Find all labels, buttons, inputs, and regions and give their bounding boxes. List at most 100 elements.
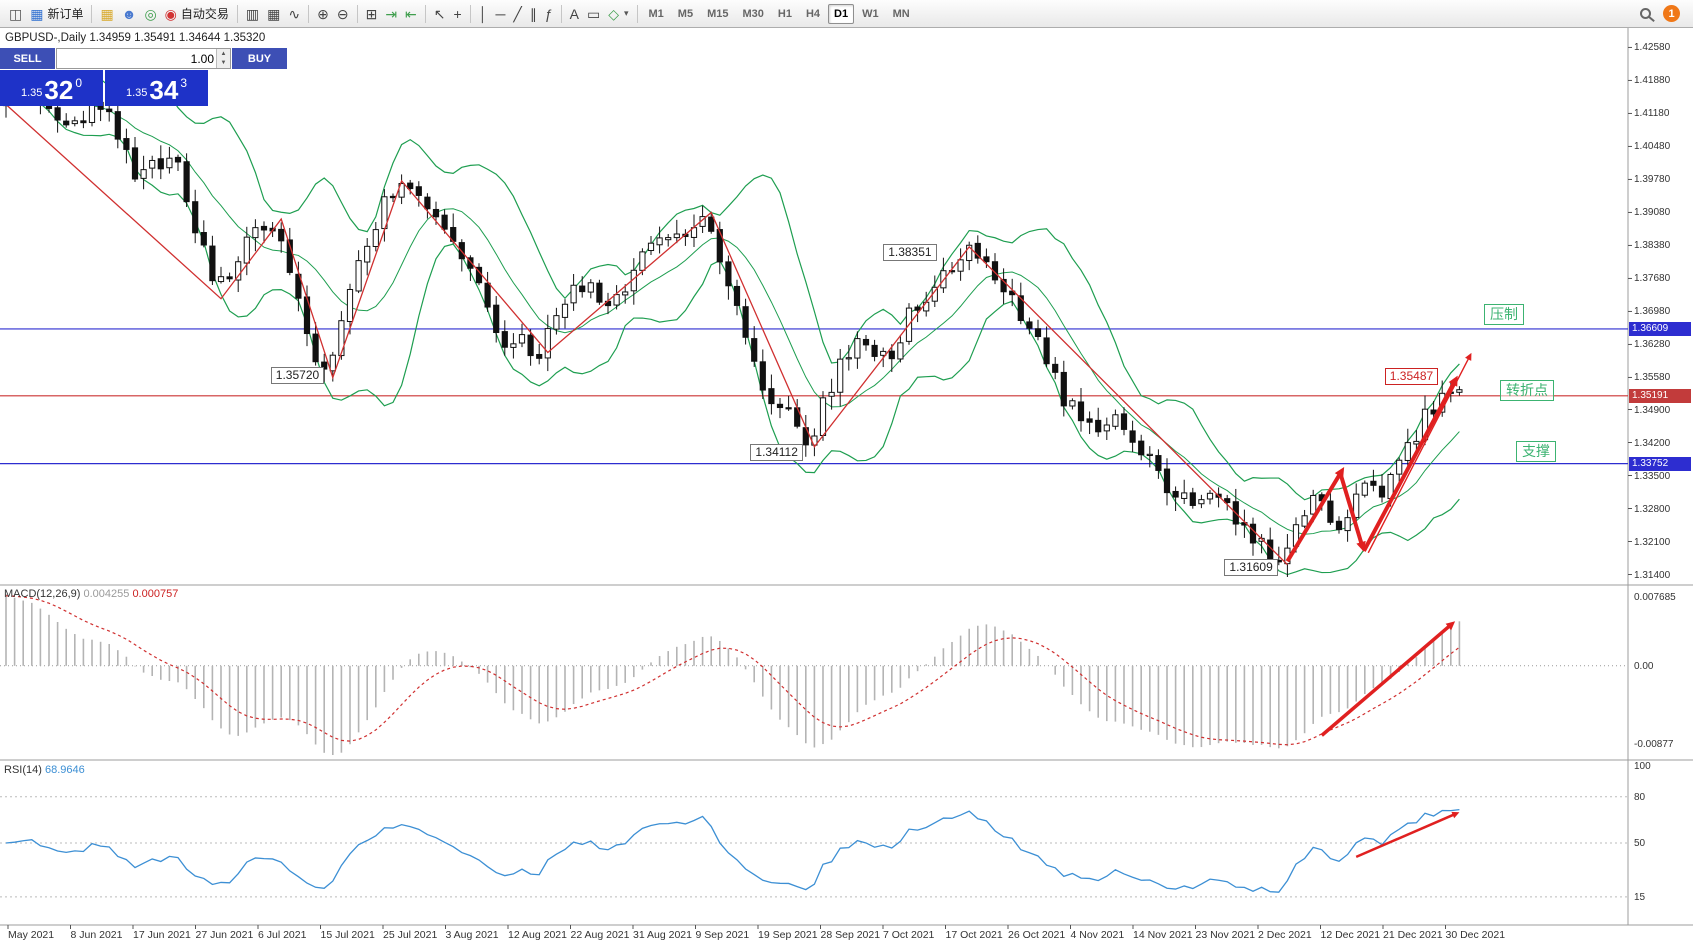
- toolbar-separator: [424, 4, 426, 23]
- bid-price-sup: 0: [75, 76, 83, 90]
- macd-value: 0.004255: [83, 588, 130, 600]
- horizontal-line-tool-button[interactable]: ─: [491, 3, 509, 25]
- timeframe-M1[interactable]: M1: [648, 7, 664, 20]
- toolbar-separator: [469, 4, 471, 23]
- tile-windows-button[interactable]: ⊞: [362, 3, 382, 25]
- macd-indicator-label: MACD(12,26,9) 0.004255 0.000757: [4, 588, 178, 600]
- candlestick-mode-button[interactable]: ▦: [263, 3, 284, 25]
- rsi-line: [5, 809, 1460, 893]
- red-arrow: [1338, 473, 1365, 547]
- zoom-in-icon: ⊕: [317, 5, 329, 22]
- notifications-badge[interactable]: 1: [1663, 5, 1680, 22]
- terminal-button[interactable]: ◎: [140, 3, 160, 25]
- rsi-name: RSI(14): [4, 764, 42, 776]
- volume-input[interactable]: [57, 49, 216, 68]
- timeframe-D1[interactable]: D1: [828, 3, 855, 24]
- chart-shift-button[interactable]: ⇤: [401, 3, 421, 25]
- channel-tool-button[interactable]: ∥: [526, 3, 541, 25]
- red-arrow: [1285, 471, 1343, 563]
- cursor-tool-button[interactable]: ↖: [430, 3, 450, 25]
- auto-trading-icon: ◉: [164, 5, 177, 22]
- bid-price-prefix: 1.35: [20, 87, 43, 99]
- shapes-tool-button[interactable]: ◇ ▾: [604, 3, 632, 25]
- timeframe-M15[interactable]: M15: [707, 7, 729, 20]
- ask-price-big: 34: [149, 75, 179, 105]
- timeframe-H1[interactable]: H1: [777, 7, 792, 20]
- timeframe-H4[interactable]: H4: [805, 7, 820, 20]
- toolbar-separator: [560, 4, 562, 23]
- zoom-out-button[interactable]: ⊖: [333, 3, 353, 25]
- label-tool-icon: ▭: [586, 5, 601, 22]
- search-icon[interactable]: [1640, 8, 1651, 19]
- market-watch-icon: ▦: [100, 5, 114, 22]
- shapes-tool-icon: ◇: [608, 5, 619, 22]
- buy-quote-panel[interactable]: 1.35 34 3: [105, 70, 208, 106]
- crosshair-tool-icon: +: [453, 5, 462, 22]
- candlestick-mode-icon: ▦: [267, 5, 281, 22]
- zoom-in-button[interactable]: ⊕: [313, 3, 333, 25]
- macd-histogram: [5, 594, 1461, 755]
- red-arrow: [1355, 812, 1456, 859]
- macd-signal-line: [5, 595, 1460, 746]
- channel-tool-icon: ∥: [529, 5, 537, 22]
- navigator-icon: ☻: [121, 5, 137, 22]
- sell-quote-panel[interactable]: 1.35 32 0: [0, 70, 103, 106]
- toolbar-separator: [236, 4, 238, 23]
- new-chart-button[interactable]: ◫: [5, 3, 26, 25]
- auto-trading-label: 自动交易: [180, 7, 229, 21]
- line-chart-mode-button[interactable]: ∿: [284, 3, 304, 25]
- vertical-line-tool-icon: │: [478, 5, 488, 22]
- navigator-button[interactable]: ☻: [118, 3, 141, 25]
- chart-shift-icon: ⇤: [405, 5, 417, 22]
- fibonacci-tool-button[interactable]: ƒ: [541, 3, 557, 25]
- volume-control: ▲ ▼: [56, 48, 231, 69]
- text-tool-icon: A: [569, 5, 579, 22]
- market-watch-button[interactable]: ▦: [96, 3, 117, 25]
- crosshair-tool-button[interactable]: +: [450, 3, 466, 25]
- toolbar-separator: [91, 4, 93, 23]
- new-chart-icon: ◫: [9, 5, 23, 22]
- new-order-button[interactable]: ▦ 新订单: [26, 3, 87, 25]
- auto-scroll-button[interactable]: ⇥: [381, 3, 401, 25]
- new-order-label: 新订单: [47, 7, 84, 21]
- chevron-down-icon: ▾: [623, 8, 629, 18]
- auto-trading-button[interactable]: ◉ 自动交易: [161, 3, 233, 25]
- trendline-tool-button[interactable]: ╱: [509, 3, 525, 25]
- timeframe-MN[interactable]: MN: [892, 7, 910, 20]
- toolbar: ◫ ▦ 新订单 ▦ ☻ ◎ ◉ 自动交易 ▥ ▦ ∿ ⊕ ⊖ ⊞ ⇥ ⇤ ↖ + │ ─ ╱ ∥ ƒ A ▭ ◇ ▾ M1 M5 M15 M…: [0, 0, 1693, 28]
- fibonacci-tool-icon: ƒ: [544, 5, 553, 22]
- vertical-line-tool-button[interactable]: │: [475, 3, 492, 25]
- toolbar-right: 1: [1640, 5, 1688, 22]
- toolbar-separator: [636, 4, 638, 23]
- zoom-out-icon: ⊖: [336, 5, 349, 22]
- text-tool-button[interactable]: A: [566, 3, 583, 25]
- auto-scroll-icon: ⇥: [385, 5, 398, 22]
- trendline-tool-icon: ╱: [513, 5, 522, 22]
- cursor-tool-icon: ↖: [433, 5, 446, 22]
- toolbar-separator: [356, 4, 358, 23]
- timeframe-M5[interactable]: M5: [677, 7, 694, 20]
- label-tool-button[interactable]: ▭: [583, 3, 604, 25]
- volume-increase-button[interactable]: ▲: [217, 49, 230, 59]
- bollinger-bands: [5, 70, 1460, 576]
- timeframe-M30[interactable]: M30: [742, 7, 764, 20]
- tile-windows-icon: ⊞: [365, 5, 378, 22]
- timeframe-W1[interactable]: W1: [862, 7, 879, 20]
- rsi-value: 68.9646: [44, 764, 85, 776]
- line-chart-mode-icon: ∿: [288, 5, 301, 22]
- ask-price-prefix: 1.35: [125, 87, 148, 99]
- red-arrow: [1367, 356, 1471, 554]
- macd-signal-value: 0.000757: [132, 588, 179, 600]
- zigzag-trendline: [5, 104, 1288, 566]
- bid-price-big: 32: [44, 75, 74, 105]
- candlestick-series: [2, 71, 1463, 577]
- volume-decrease-button[interactable]: ▼: [217, 58, 230, 68]
- new-order-icon: ▦: [30, 5, 44, 22]
- buy-button[interactable]: BUY: [232, 48, 287, 69]
- red-arrow: [1320, 623, 1453, 737]
- bar-chart-mode-button[interactable]: ▥: [242, 3, 263, 25]
- sell-button[interactable]: SELL: [0, 48, 55, 69]
- red-arrow: [1362, 380, 1457, 552]
